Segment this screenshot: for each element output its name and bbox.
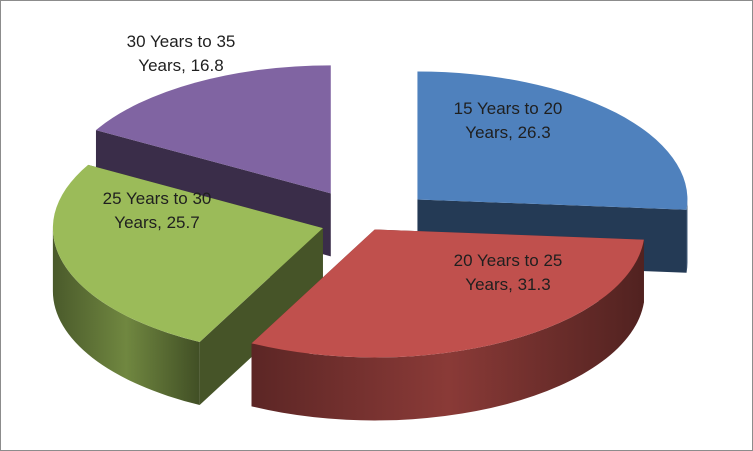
data-label-2: 20 Years to 25 Years, 31.3 bbox=[454, 251, 563, 294]
data-label-3: 25 Years to 30 Years, 25.7 bbox=[103, 189, 212, 232]
slice-outer-wall bbox=[52, 228, 200, 405]
slice-top-face bbox=[95, 65, 331, 194]
pie-slice-2 bbox=[251, 229, 644, 421]
slice-outer-wall bbox=[251, 239, 644, 421]
slice-outer-wall bbox=[686, 199, 688, 273]
data-label-1: 15 Years to 20 Years, 26.3 bbox=[454, 99, 563, 142]
pie-slice-3 bbox=[52, 164, 323, 405]
data-label-4: 30 Years to 35 Years, 16.8 bbox=[127, 32, 236, 75]
slice-top-face bbox=[417, 71, 688, 210]
slice-top-face bbox=[251, 229, 644, 358]
slice-top-face bbox=[52, 164, 323, 342]
